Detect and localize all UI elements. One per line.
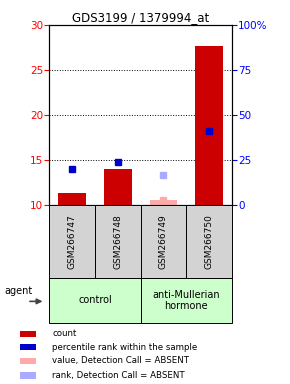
Bar (49, 278, 141, 323)
Text: count: count (52, 329, 77, 338)
Bar (95, 205, 141, 278)
Bar (20, 344, 36, 351)
Text: value, Detection Call = ABSENT: value, Detection Call = ABSENT (52, 356, 189, 365)
Bar (195, 46, 223, 205)
Bar (49, 205, 95, 278)
Bar (59, 193, 86, 205)
Bar (20, 372, 36, 379)
Bar (104, 169, 131, 205)
Bar (141, 278, 232, 323)
Bar (150, 200, 177, 205)
Text: control: control (78, 295, 112, 306)
Text: GSM266750: GSM266750 (205, 215, 214, 269)
Text: GSM266747: GSM266747 (68, 215, 77, 269)
Text: GSM266748: GSM266748 (113, 215, 122, 269)
Bar (20, 331, 36, 337)
Bar (20, 358, 36, 364)
Bar (186, 205, 232, 278)
Text: percentile rank within the sample: percentile rank within the sample (52, 343, 197, 352)
Title: GDS3199 / 1379994_at: GDS3199 / 1379994_at (72, 11, 209, 24)
Text: rank, Detection Call = ABSENT: rank, Detection Call = ABSENT (52, 371, 185, 380)
Bar (141, 205, 186, 278)
Text: agent: agent (4, 286, 32, 296)
Text: GSM266749: GSM266749 (159, 215, 168, 269)
Text: anti-Mullerian
hormone: anti-Mullerian hormone (153, 290, 220, 311)
